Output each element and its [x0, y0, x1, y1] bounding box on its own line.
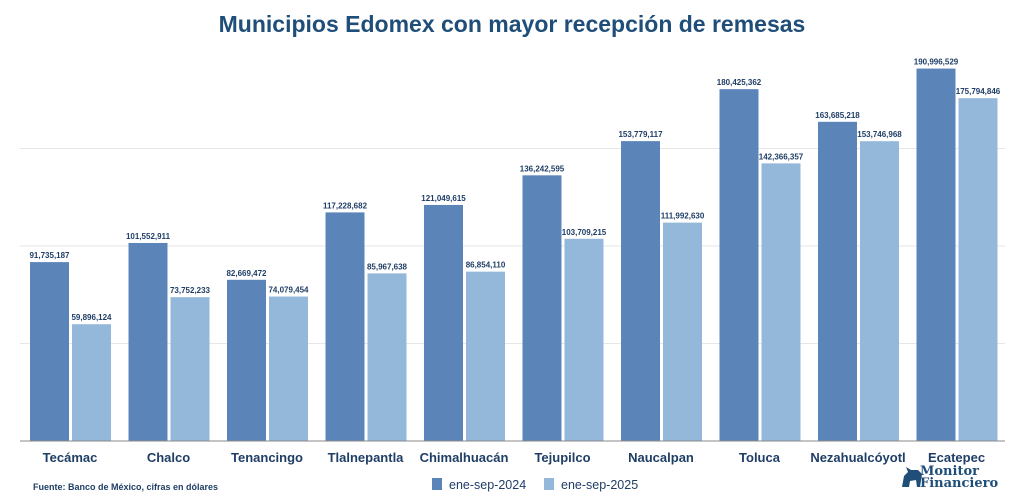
category-labels: Tecámac Chalco Tenancingo Tlalnepantla Chima… [43, 450, 985, 465]
chart-title: Municipios Edomex con mayor recepción de… [219, 11, 806, 37]
bar-2025 [958, 98, 998, 442]
legend-swatch-2025 [544, 478, 554, 490]
data-label: 180,425,362 [717, 78, 762, 87]
data-label: 190,996,529 [914, 58, 959, 67]
source-note: Fuente: Banco de México, cifras en dólar… [33, 482, 218, 492]
bar-2024 [522, 175, 562, 441]
category-label: Tejupilco [534, 450, 590, 465]
bar-2024 [30, 262, 69, 441]
monitor-financiero-logo: Monitor Financiero [902, 464, 998, 491]
bar-2025 [72, 324, 111, 441]
legend-label-2024: ene-sep-2024 [449, 478, 526, 492]
category-label: Chimalhuacán [420, 450, 509, 465]
bar-2025 [860, 141, 899, 441]
bar-2024 [424, 204, 463, 441]
legend-label-2025: ene-sep-2025 [561, 478, 638, 492]
data-label: 101,552,911 [126, 232, 171, 241]
bar-2024 [128, 242, 168, 441]
bar-2025 [170, 297, 210, 441]
bar-2025 [466, 271, 505, 441]
data-label: 136,242,595 [520, 164, 565, 173]
data-label: 117,228,682 [323, 201, 368, 210]
data-label: 121,049,615 [421, 194, 466, 203]
data-label: 74,079,454 [268, 286, 309, 295]
svg-text:Financiero: Financiero [920, 476, 998, 491]
bar-2025 [663, 222, 702, 441]
legend: ene-sep-2024 ene-sep-2025 [432, 478, 638, 492]
bar-2024 [719, 89, 759, 442]
data-label: 91,735,187 [29, 251, 70, 260]
category-label: Naucalpan [628, 450, 694, 465]
data-label: 153,746,968 [857, 130, 902, 139]
category-label: Tecámac [43, 450, 98, 465]
data-label: 175,794,846 [956, 87, 1001, 96]
data-label: 142,366,357 [759, 152, 804, 161]
category-label: Toluca [739, 450, 781, 465]
data-label: 86,854,110 [466, 261, 506, 270]
bar-2024 [227, 279, 266, 441]
data-label: 59,896,124 [71, 313, 112, 322]
data-label: 163,685,218 [815, 111, 860, 120]
bar-2024 [621, 141, 660, 441]
legend-swatch-2024 [432, 478, 442, 490]
data-label: 85,967,638 [367, 262, 408, 271]
bar-2025 [564, 238, 604, 441]
data-label: 82,669,472 [226, 269, 267, 278]
data-label: 153,779,117 [618, 130, 663, 139]
data-label: 111,992,630 [661, 212, 705, 221]
category-label: Tenancingo [231, 450, 303, 465]
bars: 91,735,187 59,896,124 101,552,911 73,752,23… [29, 58, 1001, 442]
svg-text:Monitor: Monitor [920, 464, 979, 479]
category-label: Chalco [147, 450, 190, 465]
bar-2024 [916, 68, 956, 442]
bar-2024 [325, 212, 365, 441]
gridlines [20, 148, 1005, 344]
bar-2025 [367, 273, 407, 441]
category-label: Ecatepec [928, 450, 985, 465]
bar-2025 [761, 163, 801, 441]
category-label: Nezahualcóyotl [810, 450, 905, 465]
data-label: 103,709,215 [562, 228, 607, 237]
bar-2024 [818, 121, 857, 441]
category-label: Tlalnepantla [328, 450, 405, 465]
bull-icon [902, 467, 922, 487]
bar-2025 [269, 296, 308, 441]
data-label: 73,752,233 [170, 286, 211, 295]
